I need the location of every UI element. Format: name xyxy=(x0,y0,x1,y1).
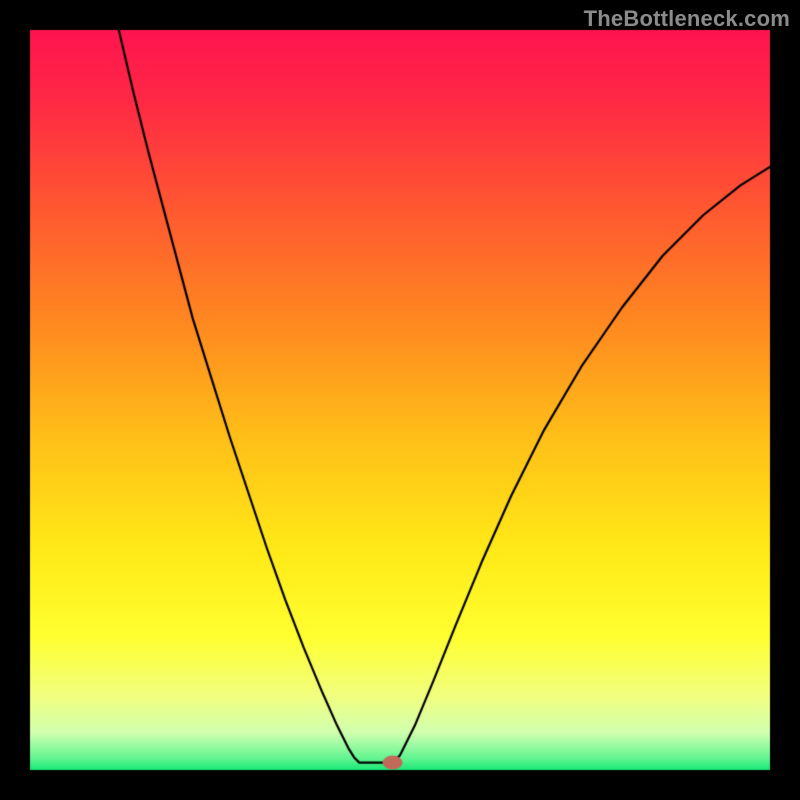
watermark-text: TheBottleneck.com xyxy=(584,6,790,32)
bottleneck-chart-canvas xyxy=(0,0,800,800)
chart-container: TheBottleneck.com xyxy=(0,0,800,800)
